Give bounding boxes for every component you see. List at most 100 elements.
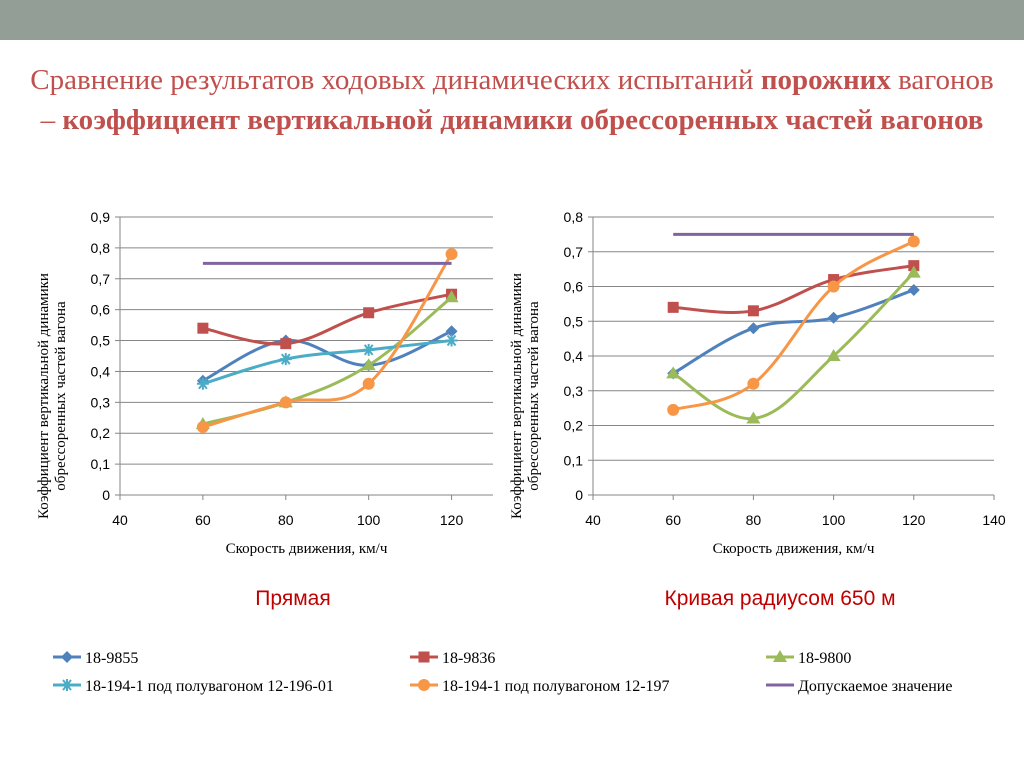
data-point <box>197 322 209 334</box>
y-tick-label: 0,7 <box>91 271 111 287</box>
legend-label: 18-194-1 под полувагоном 12-197 <box>442 678 670 695</box>
y-tick-label: 0,5 <box>564 313 584 329</box>
x-tick-label: 40 <box>585 512 601 528</box>
title-part: порожних <box>760 64 891 96</box>
caption-curve: Кривая радиусом 650 м <box>664 587 896 610</box>
x-tick-label: 60 <box>665 512 681 528</box>
legend-entry-s194: 18-194-1 под полувагоном 12-197 <box>410 678 670 695</box>
series-line <box>672 288 915 375</box>
x-tick-label: 100 <box>357 512 381 528</box>
data-point <box>907 235 920 248</box>
data-point <box>445 334 458 347</box>
top-bar <box>0 0 1024 40</box>
y-tick-label: 0,1 <box>91 456 111 472</box>
data-point <box>418 651 430 663</box>
data-point <box>827 311 840 324</box>
legend-entry-limit: Допускаемое значение <box>766 678 952 695</box>
data-point <box>667 301 679 313</box>
y-tick-label: 0,9 <box>91 209 111 225</box>
x-tick-label: 40 <box>112 512 128 528</box>
series-line <box>202 296 453 426</box>
data-point <box>362 343 375 356</box>
data-point <box>667 403 680 416</box>
series-line <box>673 264 915 314</box>
legend-label: 18-9800 <box>798 650 851 667</box>
legend-label: 18-194-1 под полувагоном 12-196-01 <box>85 678 334 695</box>
series-s9800 <box>666 265 921 424</box>
y-axis-title-line: обрессоренных частей вагона <box>53 301 69 491</box>
data-point <box>747 377 760 390</box>
series-line <box>672 240 915 412</box>
data-point <box>445 325 458 338</box>
x-tick-label: 80 <box>278 512 294 528</box>
data-point <box>361 358 376 371</box>
x-axis-title: Скорость движения, км/ч <box>713 541 875 557</box>
chart-legend: 18-9855 18-9836 18-9800 18-194-1 под полува… <box>53 650 952 695</box>
data-point <box>747 322 760 335</box>
series-s194 <box>667 235 920 416</box>
x-axis-title: Скорость движения, км/ч <box>226 541 388 557</box>
legend-entry-s9800: 18-9800 <box>766 650 851 667</box>
data-point <box>418 679 430 691</box>
y-tick-label: 0,6 <box>564 279 584 295</box>
data-point <box>445 248 458 261</box>
data-point <box>746 411 761 424</box>
series-s194 <box>196 248 458 434</box>
data-point <box>280 338 292 350</box>
series-s9855 <box>667 283 920 380</box>
y-axis-title-line: Коэффициент вертикальной динамики <box>36 273 52 519</box>
y-tick-label: 0,2 <box>91 425 111 441</box>
data-point <box>363 307 375 319</box>
x-tick-label: 60 <box>195 512 211 528</box>
x-tick-label: 140 <box>982 512 1006 528</box>
y-tick-label: 0,2 <box>564 418 584 434</box>
title-part: Сравнение результатов ходовых динамическ… <box>30 64 761 96</box>
data-point <box>907 283 920 296</box>
series-line <box>202 339 452 386</box>
data-point <box>61 651 73 663</box>
y-axis-title-line: обрессоренных частей вагона <box>526 301 542 491</box>
chart-curve: 0 0,1 0,2 0,3 0,4 0,5 0,6 0,7 0,8 40 60 80 100 120 140… <box>509 209 1006 557</box>
series-s9855 <box>196 325 458 387</box>
data-point <box>747 305 759 317</box>
y-tick-label: 0,3 <box>91 394 111 410</box>
data-point <box>196 377 209 390</box>
y-tick-label: 0,8 <box>91 240 111 256</box>
title-part: вагонов – <box>40 64 994 136</box>
data-point <box>196 421 209 434</box>
legend-entry-s19401: 18-194-1 под полувагоном 12-196-01 <box>53 678 334 695</box>
y-tick-label: 0 <box>102 487 110 503</box>
data-point <box>826 349 841 361</box>
legend-label: Допускаемое значение <box>798 678 952 695</box>
data-point <box>666 366 681 379</box>
title-part: коэффициент вертикальной динамики обресс… <box>62 104 984 136</box>
legend-label: 18-9855 <box>85 650 138 667</box>
x-tick-label: 100 <box>822 512 846 528</box>
y-tick-label: 0,3 <box>564 383 584 399</box>
y-tick-label: 0,8 <box>564 209 584 225</box>
chart-straight: 0 0,1 0,2 0,3 0,4 0,5 0,6 0,7 0,8 0,9 40 60 80 100 120… <box>36 209 493 557</box>
y-tick-label: 0,6 <box>91 302 111 318</box>
y-tick-label: 0,5 <box>91 333 111 349</box>
y-axis-title: Коэффициент вертикальной динамикиобрессо… <box>509 273 542 519</box>
data-point <box>773 650 787 662</box>
data-point <box>279 396 292 409</box>
y-tick-label: 0,7 <box>564 244 584 260</box>
data-point <box>61 679 73 691</box>
x-tick-label: 120 <box>440 512 464 528</box>
caption-straight: Прямая <box>255 587 331 610</box>
series-line <box>202 292 452 346</box>
series-line <box>202 253 453 429</box>
y-tick-label: 0,4 <box>564 348 584 364</box>
legend-label: 18-9836 <box>442 650 495 667</box>
y-tick-label: 0,4 <box>91 363 111 379</box>
series-line <box>672 271 915 421</box>
data-point <box>906 265 921 278</box>
data-point <box>279 353 292 366</box>
x-tick-label: 80 <box>746 512 762 528</box>
y-axis-title: Коэффициент вертикальной динамикиобрессо… <box>36 273 69 519</box>
legend-entry-s9836: 18-9836 <box>410 650 495 667</box>
slide-title: Сравнение результатов ходовых динамическ… <box>30 60 994 140</box>
data-point <box>362 377 375 390</box>
y-tick-label: 0,1 <box>564 452 584 468</box>
